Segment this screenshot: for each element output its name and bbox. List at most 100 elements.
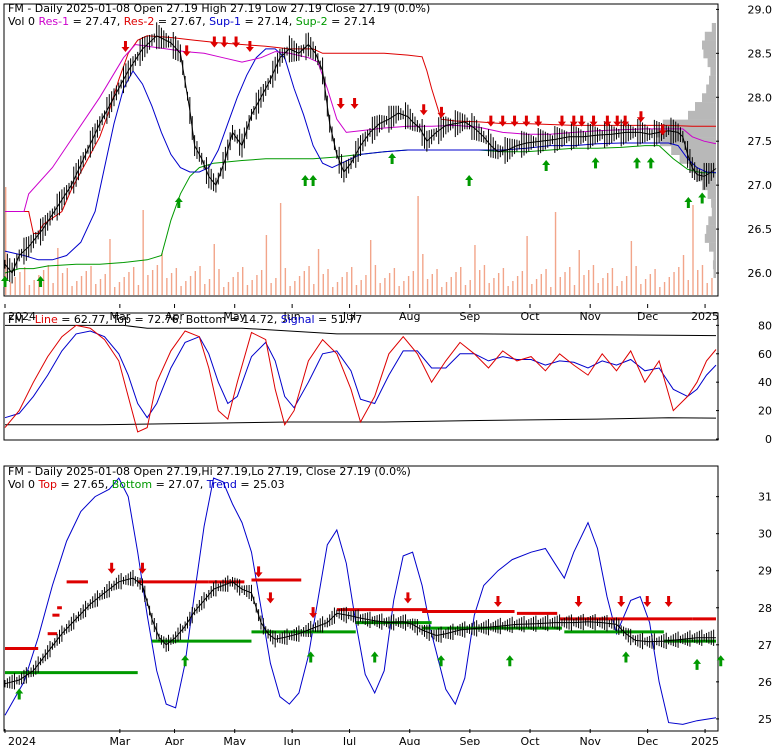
volume-bar bbox=[156, 265, 159, 295]
trend-hdr2-part-3: Bottom bbox=[112, 478, 152, 491]
sell-arrow-16 bbox=[569, 115, 578, 127]
sell-arrow-2 bbox=[210, 36, 219, 48]
buy-arrow-5 bbox=[388, 153, 397, 164]
price-y-tick-label-6: 29.0 bbox=[748, 3, 773, 16]
volume-bar bbox=[28, 285, 31, 295]
buy-arrow-9 bbox=[633, 157, 641, 169]
volume-bar bbox=[114, 287, 116, 295]
volume-bar bbox=[9, 282, 12, 295]
volume-bar bbox=[47, 265, 50, 295]
sell-arrow-5 bbox=[245, 40, 254, 52]
sell-arrow-7 bbox=[350, 98, 359, 110]
volume-profile-bar bbox=[706, 225, 716, 235]
volume-bar bbox=[388, 273, 391, 295]
trend-x-tick-label-0: 2024 bbox=[8, 735, 36, 745]
close-line bbox=[4, 35, 717, 274]
oscillator-y-axis: 0 20 40 60 80 bbox=[716, 319, 772, 446]
trend-x-tick-label-1: Mar bbox=[109, 735, 130, 745]
volume-bar bbox=[33, 280, 35, 295]
volume-bar bbox=[644, 279, 647, 295]
volume-bar bbox=[592, 265, 595, 295]
volume-bar bbox=[521, 271, 524, 295]
trend-y-tick-label-3: 28 bbox=[758, 602, 772, 615]
oscillator-panel: 0 20 40 60 80 FM - Line = 62.77, Top = 72.76… bbox=[3, 312, 772, 446]
volume-bar bbox=[161, 253, 163, 295]
volume-bar bbox=[692, 205, 694, 295]
volume-bar bbox=[445, 282, 448, 295]
trend-x-tick-label-6: Aug bbox=[399, 735, 420, 745]
volume-bar bbox=[460, 267, 462, 295]
trend-buy-arrow-7 bbox=[693, 658, 702, 670]
volume-bar bbox=[640, 284, 642, 295]
volume-bar bbox=[682, 255, 685, 295]
price-x-tick-label-11: 2025 bbox=[691, 310, 719, 323]
volume-bar bbox=[185, 281, 187, 295]
trend-buy-arrow-6 bbox=[621, 651, 630, 663]
volume-bar bbox=[251, 280, 253, 295]
volume-bar bbox=[621, 281, 623, 295]
volume-bar bbox=[673, 272, 675, 295]
volume-profile-bar bbox=[709, 75, 716, 85]
volume-bar bbox=[616, 286, 618, 295]
osc-y-tick-label-0: 0 bbox=[765, 433, 772, 446]
volume-bar bbox=[417, 196, 419, 295]
osc-y-tick-label-3: 60 bbox=[758, 348, 772, 361]
volume-bar bbox=[284, 268, 287, 295]
volume-bar bbox=[317, 249, 320, 295]
osc-main-line bbox=[4, 324, 717, 433]
volume-profile-bar bbox=[706, 84, 716, 94]
price-hdr2-part-5: Sup-1 bbox=[209, 15, 241, 28]
trend-line bbox=[4, 477, 717, 725]
volume-bars bbox=[5, 187, 713, 295]
volume-bar bbox=[426, 279, 429, 295]
sell-arrow-3 bbox=[220, 36, 229, 48]
price-x-tick-label-8: Oct bbox=[521, 310, 541, 323]
volume-profile-bar bbox=[655, 128, 716, 138]
trend-series bbox=[4, 477, 717, 725]
volume-bar bbox=[147, 275, 149, 295]
volume-bar bbox=[578, 250, 580, 295]
trend-x-tick-label-8: Oct bbox=[521, 735, 541, 745]
volume-bar bbox=[189, 276, 192, 295]
volume-profile-bar bbox=[671, 146, 716, 155]
volume-profile-bar bbox=[702, 93, 716, 103]
price-y-tick-label-5: 28.5 bbox=[748, 47, 773, 60]
sell-arrow-9 bbox=[437, 106, 446, 118]
price-x-tick-label-9: Nov bbox=[579, 310, 601, 323]
volume-bar bbox=[678, 267, 680, 295]
trend-x-tick-label-2: Apr bbox=[165, 735, 185, 745]
trend-hdr2-part-0: Vol 0 bbox=[8, 478, 38, 491]
volume-bar bbox=[242, 267, 244, 295]
volume-bar bbox=[483, 265, 486, 295]
volume-profile-bar bbox=[707, 58, 716, 68]
price-x-tick-label-6: Aug bbox=[399, 310, 420, 323]
volume-bar bbox=[303, 271, 306, 295]
oscillator-series bbox=[4, 324, 717, 433]
trend-panel: 25 26 27 28 29 30 31 2024 Mar Apr May Jun Jul Aug Sep… bbox=[3, 465, 772, 745]
volume-bar bbox=[99, 279, 102, 295]
volume-bar bbox=[151, 270, 154, 295]
volume-bar bbox=[199, 266, 201, 295]
osc-hdr-part-6: = 14.72, bbox=[226, 313, 281, 326]
volume-profile-bar bbox=[688, 110, 716, 120]
price-y-tick-label-3: 27.5 bbox=[748, 135, 773, 148]
volume-profile-bar bbox=[708, 216, 716, 226]
volume-bar bbox=[512, 281, 514, 295]
trend-panel-frame bbox=[3, 465, 719, 732]
volume-bar bbox=[497, 273, 500, 295]
volume-bar bbox=[464, 285, 467, 295]
trend-x-tick-label-9: Nov bbox=[579, 735, 601, 745]
sell-arrow-11 bbox=[498, 115, 507, 127]
trend-buy-arrow-1 bbox=[181, 655, 190, 667]
volume-bar bbox=[23, 267, 26, 295]
sell-arrow-14 bbox=[534, 115, 543, 127]
trend-x-tick-label-4: Jun bbox=[283, 735, 301, 745]
volume-bar bbox=[90, 266, 92, 295]
price-hdr2-part-0: Vol 0 bbox=[8, 15, 38, 28]
buy-arrow-4 bbox=[309, 174, 318, 186]
volume-bar bbox=[422, 254, 424, 295]
volume-bar bbox=[327, 269, 329, 295]
trend-y-tick-label-5: 30 bbox=[758, 528, 772, 541]
trend-sell-arrow-3 bbox=[266, 592, 275, 604]
trend-sell-arrow-2 bbox=[254, 566, 263, 578]
